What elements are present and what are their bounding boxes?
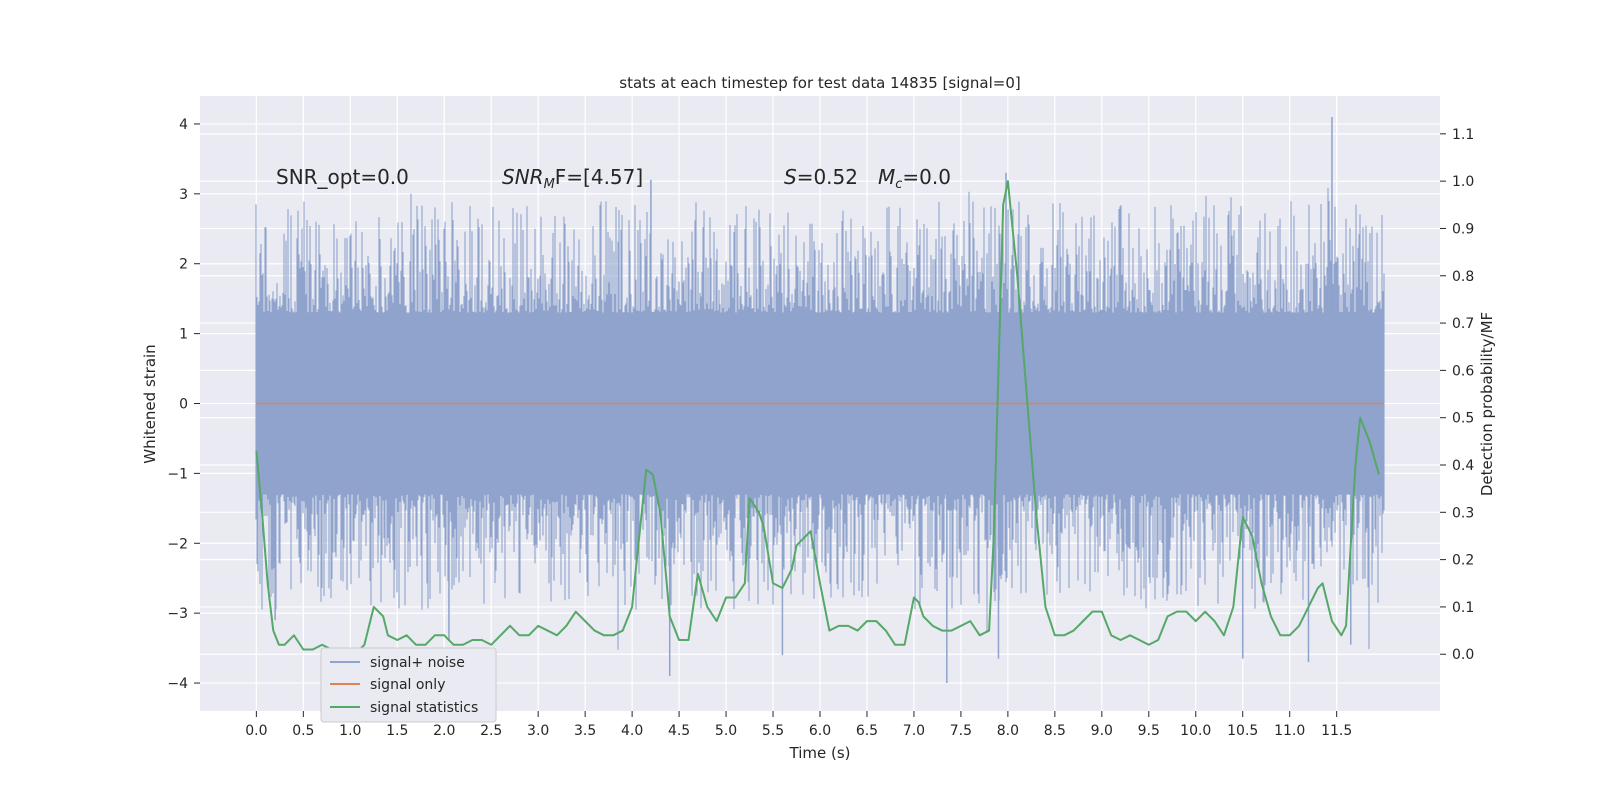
y-axis-right-title: Detection probability/MF bbox=[1478, 312, 1496, 496]
x-tick-label: 10.5 bbox=[1227, 723, 1258, 739]
legend-box bbox=[320, 647, 497, 723]
legend-label-signal-noise: signal+ noise bbox=[370, 655, 465, 671]
legend-label-signal-only: signal only bbox=[370, 677, 445, 693]
x-tick-label: 11.0 bbox=[1274, 723, 1305, 739]
x-tick-label: 8.0 bbox=[997, 723, 1019, 739]
y-tick-label-right: 0.6 bbox=[1452, 363, 1474, 379]
x-tick-label: 7.0 bbox=[903, 723, 925, 739]
y-tick-label-right: 1.1 bbox=[1452, 127, 1474, 143]
x-tick-label: 11.5 bbox=[1321, 723, 1352, 739]
y-axis-right: 1.1 1.0 0.9 0.8 0.7 0.6 0.5 0.4 0.3 0.2 0.1 0.0 bbox=[1440, 127, 1474, 663]
y-tick-label-right: 0.9 bbox=[1452, 221, 1474, 237]
x-tick-label: 3.0 bbox=[527, 723, 549, 739]
y-axis-left: 4 3 2 1 0 −1 −2 −3 −4 bbox=[167, 117, 200, 692]
x-tick-label: 1.5 bbox=[386, 723, 408, 739]
x-tick-label: 1.0 bbox=[339, 723, 361, 739]
x-tick-label: 5.5 bbox=[762, 723, 784, 739]
annotation-snr-mf: SNRMF=[4.57] bbox=[502, 165, 643, 192]
y-tick-label-left: 3 bbox=[179, 187, 188, 203]
x-axis-title: Time (s) bbox=[789, 744, 851, 762]
x-tick-label: 3.5 bbox=[574, 723, 596, 739]
y-tick-label-left: −3 bbox=[167, 606, 188, 622]
x-axis: 0.0 0.5 1.0 1.5 2.0 2.5 3.0 3.5 4.0 4.5 5.0 5.5 6.0 6… bbox=[245, 711, 1352, 739]
y-tick-label-right: 0.1 bbox=[1452, 600, 1474, 616]
y-tick-label-right: 0.4 bbox=[1452, 458, 1474, 474]
y-tick-label-left: 2 bbox=[179, 257, 188, 273]
annotation-snr-opt: SNR_opt=0.0 bbox=[276, 165, 409, 189]
legend-label-signal-statistics: signal statistics bbox=[370, 700, 478, 716]
signal-statistics-line bbox=[255, 180, 1380, 651]
y-tick-label-left: −1 bbox=[167, 466, 188, 482]
y-tick-label-right: 0.8 bbox=[1452, 269, 1474, 285]
y-tick-label-left: 1 bbox=[179, 327, 188, 343]
x-tick-label: 6.5 bbox=[856, 723, 878, 739]
x-tick-label: 9.5 bbox=[1138, 723, 1160, 739]
chart-title: stats at each timestep for test data 148… bbox=[619, 74, 1020, 92]
x-tick-label: 5.0 bbox=[715, 723, 737, 739]
y-axis-left-title: Whitened strain bbox=[141, 344, 159, 463]
y-tick-label-right: 0.0 bbox=[1452, 647, 1474, 663]
y-tick-label-right: 0.2 bbox=[1452, 553, 1474, 569]
x-tick-label: 2.0 bbox=[433, 723, 455, 739]
y-tick-label-left: 4 bbox=[179, 117, 188, 133]
x-tick-label: 2.5 bbox=[480, 723, 502, 739]
x-tick-label: 0.5 bbox=[292, 723, 314, 739]
lines-layer bbox=[255, 180, 1384, 651]
annotation-s: S=0.52 bbox=[784, 165, 858, 189]
y-tick-label-left: −2 bbox=[167, 536, 188, 552]
y-tick-label-left: 0 bbox=[179, 397, 188, 413]
x-tick-label: 7.5 bbox=[950, 723, 972, 739]
x-tick-label: 6.0 bbox=[809, 723, 831, 739]
x-tick-label: 9.0 bbox=[1091, 723, 1113, 739]
y-tick-label-right: 0.7 bbox=[1452, 316, 1474, 332]
annotation-mc: Mc=0.0 bbox=[878, 165, 951, 192]
y-tick-label-right: 0.3 bbox=[1452, 505, 1474, 521]
legend: signal+ noise signal only signal statist… bbox=[320, 647, 497, 723]
y-tick-label-right: 1.0 bbox=[1452, 174, 1474, 190]
x-tick-label: 4.5 bbox=[668, 723, 690, 739]
x-tick-label: 0.0 bbox=[245, 723, 267, 739]
y-tick-label-right: 0.5 bbox=[1452, 411, 1474, 427]
y-tick-label-left: −4 bbox=[167, 676, 188, 692]
x-tick-label: 8.5 bbox=[1044, 723, 1066, 739]
x-tick-label: 10.0 bbox=[1180, 723, 1211, 739]
x-tick-label: 4.0 bbox=[621, 723, 643, 739]
